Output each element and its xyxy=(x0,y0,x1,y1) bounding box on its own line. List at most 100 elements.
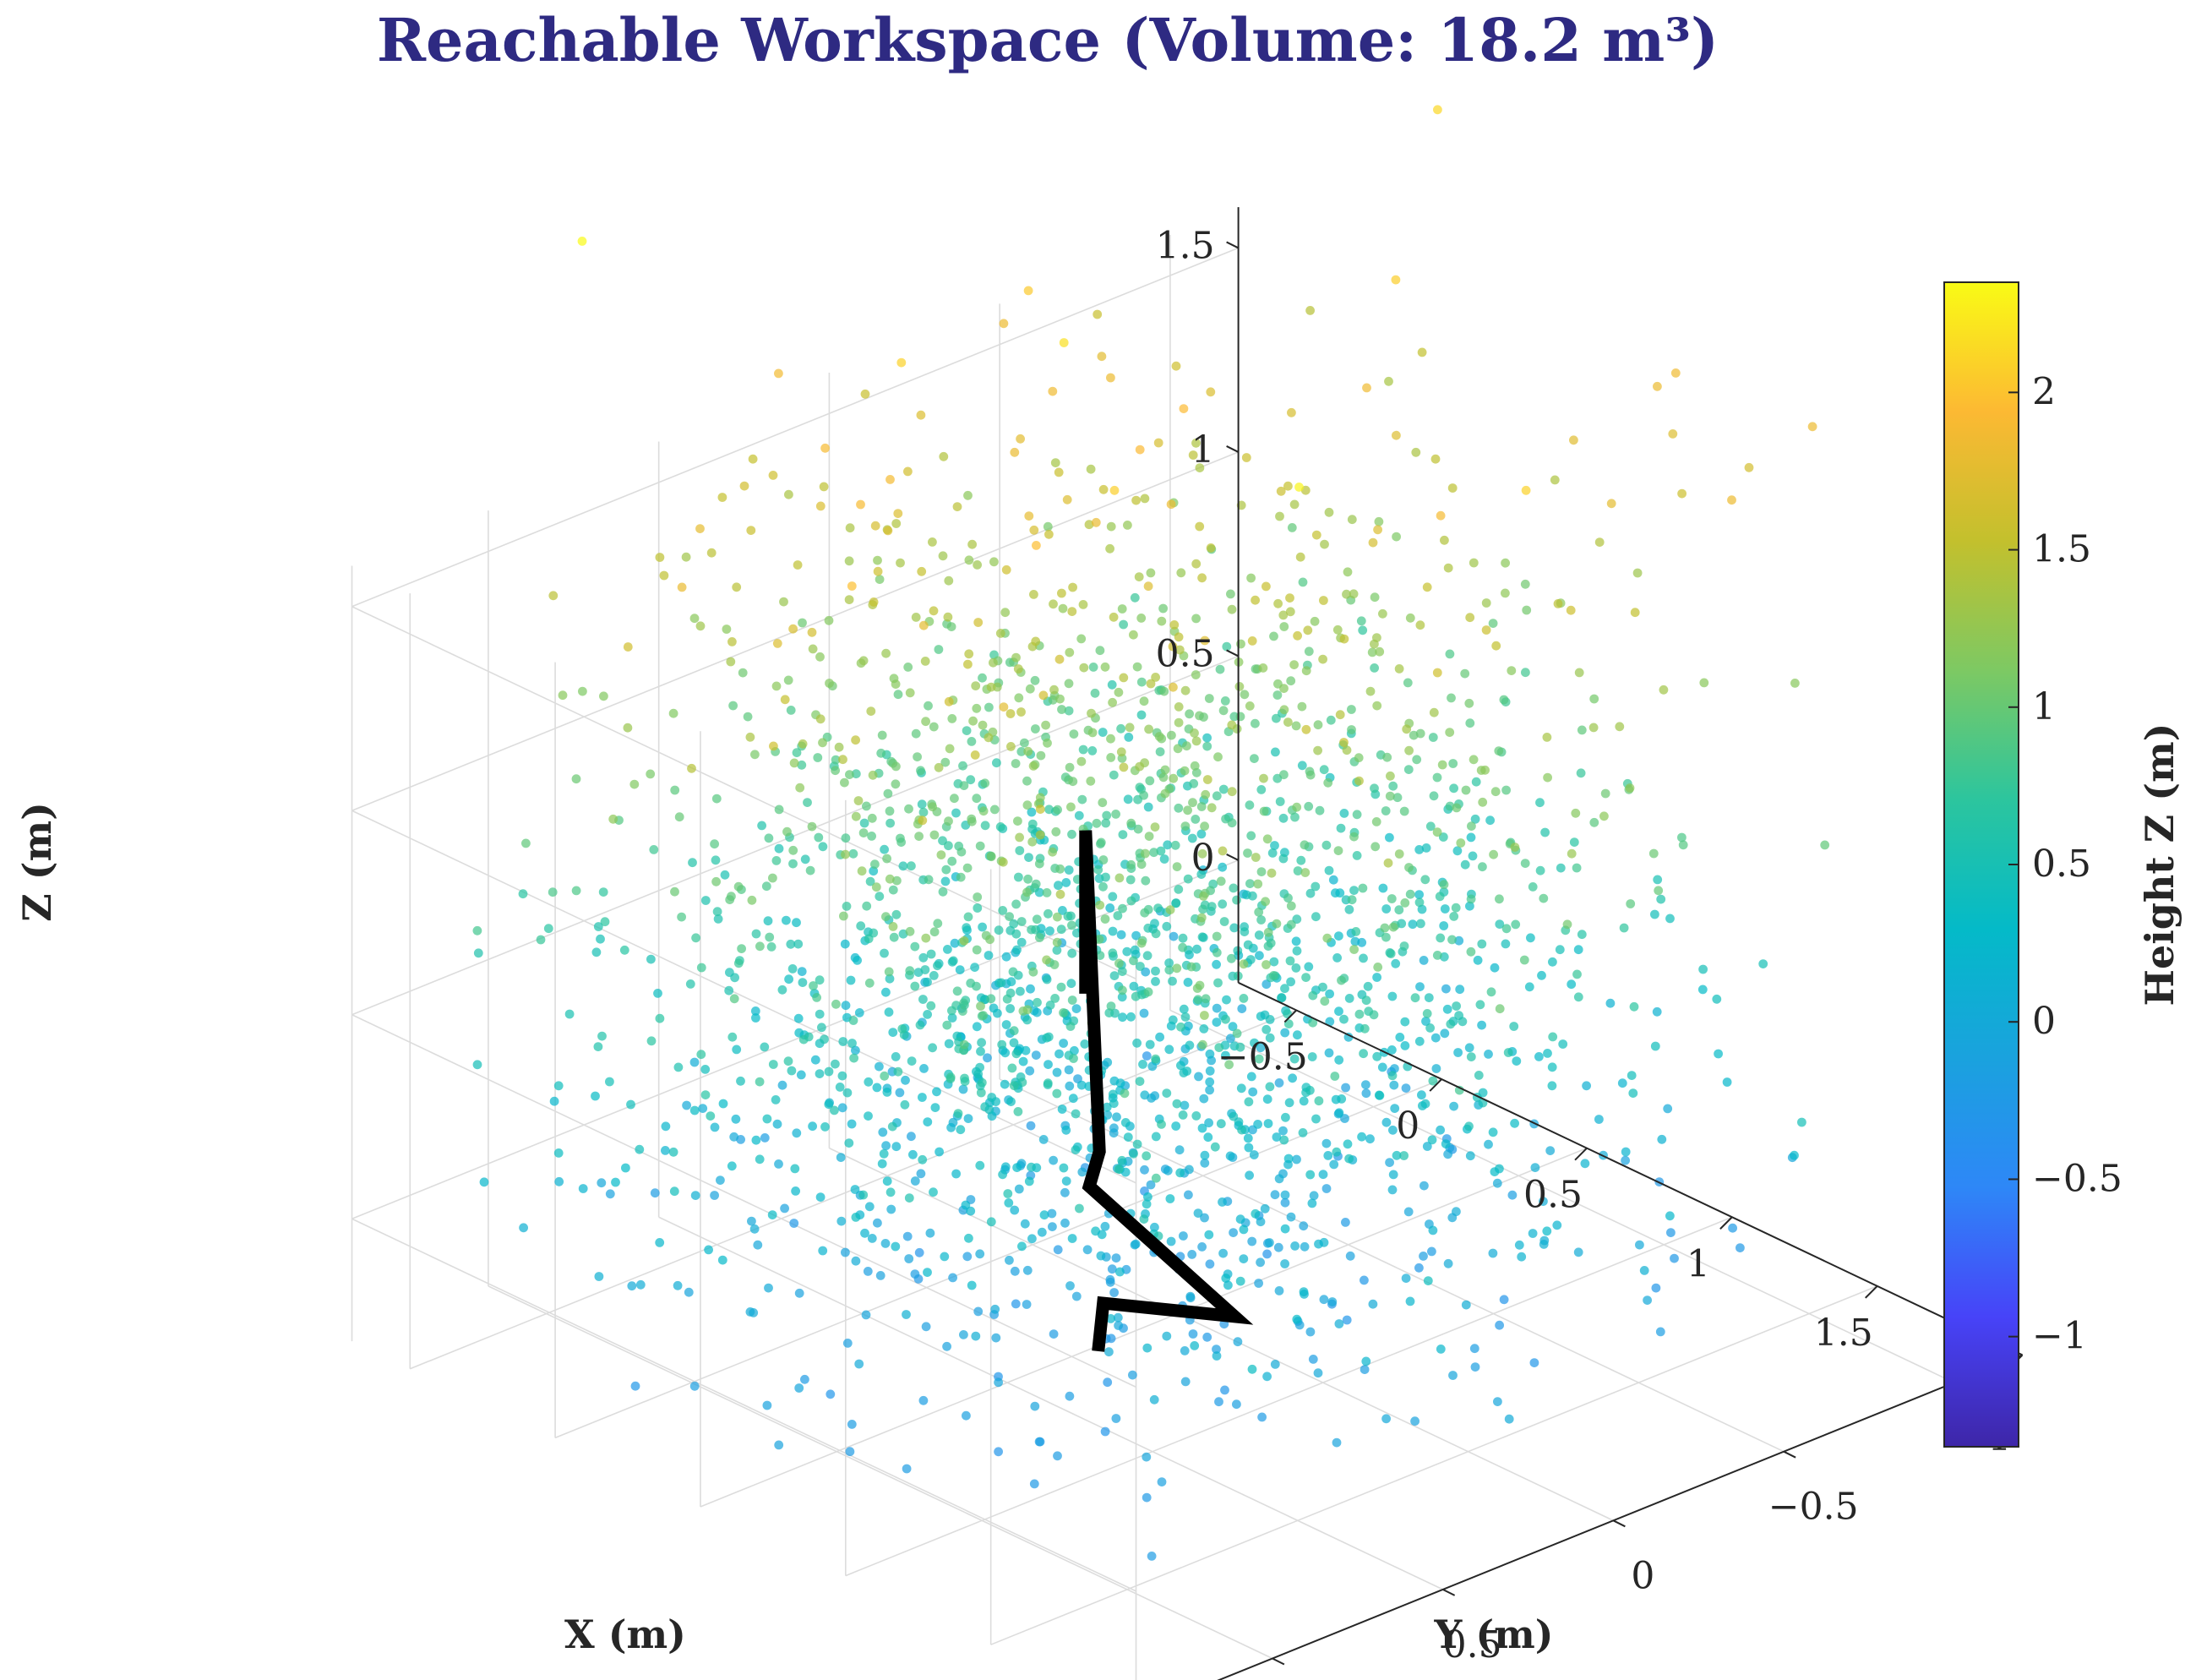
scatter-point xyxy=(1414,897,1425,908)
scatter-point xyxy=(1273,1242,1283,1252)
colorbar-gradient xyxy=(1943,281,2019,1448)
scatter-point xyxy=(1125,875,1136,885)
colorbar-tick-label: 1 xyxy=(2032,685,2056,728)
scatter-point xyxy=(1113,911,1123,920)
scatter-point xyxy=(1102,810,1112,821)
scatter-point xyxy=(1342,745,1352,755)
scatter-point xyxy=(1143,1192,1152,1202)
scatter-point xyxy=(1018,1056,1028,1066)
scatter-point xyxy=(1381,904,1392,914)
scatter-point xyxy=(1215,664,1225,674)
scatter-point xyxy=(1433,105,1442,115)
scatter-point xyxy=(1417,347,1427,357)
scatter-point xyxy=(851,735,860,745)
scatter-point xyxy=(797,967,807,976)
scatter-point xyxy=(1194,1072,1203,1082)
scatter-point xyxy=(868,770,878,780)
y-axis-label: Y (m) xyxy=(1433,1612,1553,1657)
scatter-point xyxy=(1049,1155,1058,1165)
scatter-point xyxy=(792,1128,802,1138)
scatter-point xyxy=(1439,921,1449,930)
scatter-point xyxy=(1097,1230,1107,1240)
scatter-point xyxy=(1432,951,1442,960)
scatter-point xyxy=(1419,1252,1428,1261)
scatter-point xyxy=(858,828,869,837)
grid-line xyxy=(351,1014,1136,1388)
scatter-point xyxy=(1507,666,1517,675)
scatter-point xyxy=(1535,865,1545,875)
scatter-point xyxy=(1219,917,1229,926)
axis-labels: X (m) Y (m) Z (m) xyxy=(14,802,1554,1657)
scatter-point xyxy=(1339,634,1349,644)
scatter-point xyxy=(1227,953,1236,963)
scatter-point xyxy=(1293,630,1302,641)
scatter-point xyxy=(1415,728,1425,739)
scatter-point xyxy=(1113,1312,1123,1323)
scatter-point xyxy=(1016,707,1026,717)
scatter-point xyxy=(841,1001,851,1011)
scatter-point xyxy=(835,1083,845,1092)
scatter-point xyxy=(1251,853,1261,862)
scatter-point xyxy=(952,986,962,996)
y-tick xyxy=(1272,1657,1285,1666)
scatter-point xyxy=(831,766,840,776)
scatter-point xyxy=(1628,1088,1638,1098)
scatter-point xyxy=(1305,888,1316,898)
scatter-point xyxy=(784,489,793,499)
scatter-point xyxy=(1134,572,1144,581)
scatter-point xyxy=(727,1161,737,1171)
scatter-point xyxy=(1164,965,1174,975)
scatter-point xyxy=(596,934,605,944)
scatter-point xyxy=(873,566,883,576)
scatter-point xyxy=(1093,865,1103,875)
scatter-point xyxy=(820,1034,829,1045)
scatter-point xyxy=(1474,1071,1484,1080)
scatter-point xyxy=(1012,945,1022,955)
scatter-point xyxy=(1087,728,1098,738)
scatter-point xyxy=(1448,759,1458,768)
scatter-point xyxy=(904,804,913,814)
scatter-point xyxy=(885,974,895,984)
scatter-point xyxy=(1035,805,1045,814)
scatter-point xyxy=(1077,1167,1087,1177)
scatter-point xyxy=(986,682,996,692)
scatter-point xyxy=(891,679,901,689)
scatter-point xyxy=(1115,1078,1125,1088)
scatter-point xyxy=(983,1053,992,1063)
scatter-point xyxy=(1512,1056,1522,1066)
scatter-point xyxy=(1150,1222,1159,1232)
scatter-point xyxy=(1135,445,1145,455)
scatter-point xyxy=(1336,823,1346,833)
scatter-point xyxy=(1190,1341,1200,1350)
scatter-point xyxy=(999,319,1009,329)
scatter-point xyxy=(966,1206,976,1216)
scatter-point xyxy=(1469,558,1479,568)
scatter-point xyxy=(1116,723,1125,734)
scatter-point xyxy=(760,1133,770,1143)
scatter-point xyxy=(646,954,656,964)
scatter-point xyxy=(1071,1109,1081,1119)
scatter-point xyxy=(795,783,805,793)
scatter-point xyxy=(1243,940,1253,950)
scatter-point xyxy=(1265,1238,1274,1247)
scatter-point xyxy=(1304,962,1314,972)
scatter-point xyxy=(1632,568,1643,578)
scatter-point xyxy=(1078,600,1088,609)
scatter-point xyxy=(1395,1033,1405,1042)
scatter-point xyxy=(600,917,610,927)
scatter-point xyxy=(1251,595,1260,605)
scatter-point xyxy=(1131,930,1141,941)
scatter-point xyxy=(1341,1083,1350,1093)
scatter-point xyxy=(916,1169,926,1179)
scatter-point xyxy=(1266,938,1276,948)
scatter-point xyxy=(1246,573,1256,583)
scatter-point xyxy=(1278,854,1289,864)
scatter-point xyxy=(1279,770,1289,780)
scatter-point xyxy=(1354,753,1364,763)
scatter-point xyxy=(1200,1158,1210,1168)
scatter-point xyxy=(888,922,898,931)
scatter-point xyxy=(1197,848,1207,859)
scatter-point xyxy=(825,679,834,688)
scatter-point xyxy=(1257,1412,1267,1422)
scatter-point xyxy=(732,582,742,592)
